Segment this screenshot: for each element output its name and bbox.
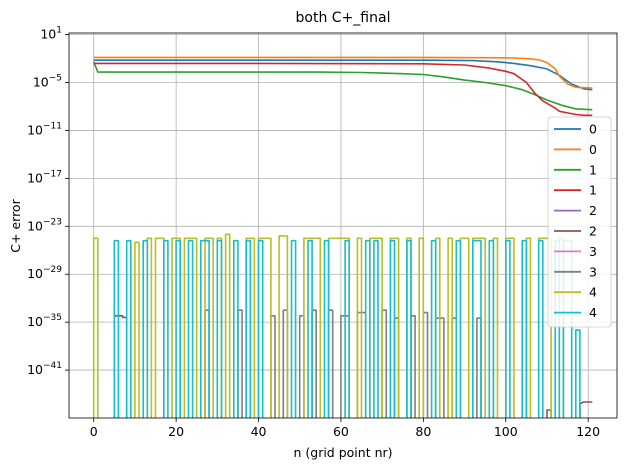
y-tick-label: 10−29	[27, 265, 62, 281]
series-line-0	[93, 59, 593, 91]
y-tick-exponent: −5	[49, 74, 62, 84]
y-tick-exponent: 1	[56, 26, 62, 36]
y-tick-base: 10	[27, 170, 43, 185]
legend-label: 1	[589, 183, 597, 198]
legend: 0 0 1 1 2 2 3 3 4 4	[547, 116, 612, 328]
y-tick-base: 10	[33, 75, 49, 90]
y-tick-exponent: −41	[43, 361, 62, 371]
y-tick-label: 10−17	[27, 169, 62, 185]
y-tick-label: 10−35	[27, 313, 62, 329]
series-line-2	[92, 61, 593, 111]
y-tick-exponent: −23	[43, 217, 62, 227]
y-tick-base: 10	[27, 218, 43, 233]
x-tick-label: 0	[90, 424, 98, 439]
legend-label: 1	[589, 162, 597, 177]
series-line-3	[93, 62, 593, 117]
y-tick-label: 101	[40, 26, 62, 42]
y-axis-label: C+ error	[8, 198, 23, 252]
y-tick-base: 10	[40, 27, 56, 42]
y-tick-exponent: −29	[43, 265, 62, 275]
y-tick-label: 10−23	[27, 217, 62, 233]
y-tick-label: 10−5	[33, 74, 62, 90]
legend-label: 4	[589, 305, 597, 320]
x-axis-label: n (grid point nr)	[293, 445, 392, 460]
y-tick-base: 10	[27, 314, 43, 329]
chart-title: both C+_final	[296, 10, 391, 26]
legend-label: 0	[589, 122, 597, 137]
x-tick-label: 100	[494, 424, 518, 439]
y-tick-label: 10−41	[27, 361, 62, 377]
x-tick-label: 120	[576, 424, 600, 439]
y-tick-exponent: −35	[43, 313, 62, 323]
legend-label: 3	[589, 264, 597, 279]
legend-label: 0	[589, 142, 597, 157]
y-tick-base: 10	[27, 122, 43, 137]
legend-label: 2	[589, 224, 597, 239]
x-tick-label: 40	[251, 424, 267, 439]
legend-label: 4	[589, 285, 597, 300]
y-tick-exponent: −11	[43, 121, 62, 131]
series-line-9	[113, 239, 581, 418]
legend-label: 2	[589, 203, 597, 218]
y-tick-exponent: −17	[43, 169, 62, 179]
y-tick-base: 10	[27, 266, 43, 281]
grid-layer	[69, 33, 617, 418]
x-tick-label: 60	[333, 424, 349, 439]
series-layer	[92, 56, 593, 418]
plot-frame	[68, 32, 618, 419]
legend-label: 3	[589, 244, 597, 259]
series-line-1	[93, 56, 593, 89]
y-tick-base: 10	[27, 362, 43, 377]
y-tick-label: 10−11	[27, 121, 62, 137]
x-axis: 0 20 40 60 80 100 120	[90, 418, 600, 439]
x-tick-label: 20	[168, 424, 184, 439]
series-line-7	[204, 309, 482, 418]
x-tick-label: 80	[415, 424, 431, 439]
